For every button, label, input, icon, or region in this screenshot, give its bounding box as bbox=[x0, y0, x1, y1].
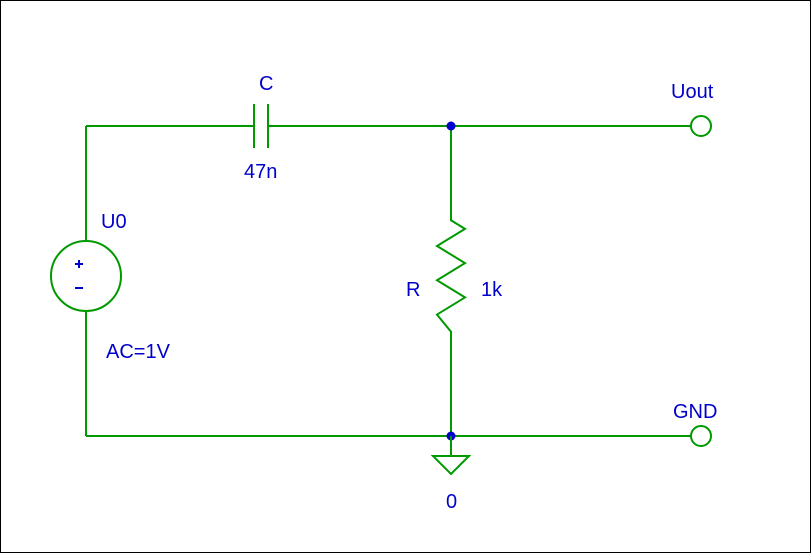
resistor-value-label: 1k bbox=[481, 279, 502, 302]
capacitor-value-label: 47n bbox=[244, 161, 277, 184]
ground-zero-label: 0 bbox=[446, 491, 457, 514]
uout-terminal-label: Uout bbox=[671, 81, 713, 104]
gnd-terminal-label: GND bbox=[673, 401, 717, 424]
capacitor-name-label: C bbox=[259, 73, 273, 96]
source-name-label: U0 bbox=[101, 211, 127, 234]
resistor-name-label: R bbox=[406, 279, 420, 302]
source-value-label: AC=1V bbox=[106, 341, 170, 364]
schematic-canvas: C 47n U0 AC=1V R 1k Uout GND 0 bbox=[0, 0, 811, 553]
